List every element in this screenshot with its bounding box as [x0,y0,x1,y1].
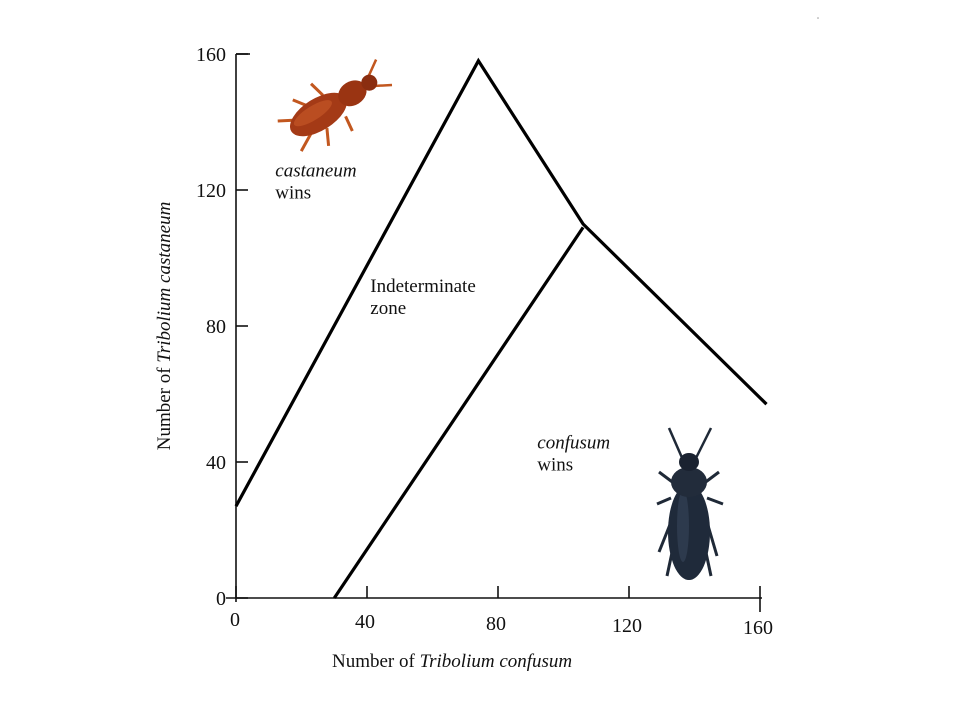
indeterminate-zone-label: Indeterminate zone [370,276,480,319]
confusum-wins-label: confusum wins [537,432,615,475]
confusum-wins-italic: confusum [537,432,610,453]
upper-boundary-line [234,57,768,507]
y-tick-label: 40 [206,452,226,474]
x-tick-label: 40 [355,611,375,633]
castaneum-wins-label: castaneum wins [275,160,361,203]
red-flour-beetle-icon [277,59,393,152]
x-tick-label: 80 [486,613,506,635]
x-ticks: 0 40 80 120 160 [230,586,773,639]
y-axis-label-italic: Tribolium castaneum [154,202,175,363]
castaneum-wins-italic: castaneum [275,160,356,181]
indeterminate-zone-line1: Indeterminate [370,276,476,297]
y-axis-label: Number of Tribolium castaneum [154,202,175,451]
confused-flour-beetle-icon [656,427,724,580]
y-axis-label-plain: Number of [154,363,175,451]
indeterminate-zone-line2: zone [370,298,406,319]
y-tick-label: 160 [196,44,226,66]
corner-dot [817,17,819,19]
x-axis-label-italic: Tribolium confusum [420,651,573,672]
castaneum-wins-plain: wins [275,182,311,203]
x-axis-label-plain: Number of [332,651,420,672]
x-axis-label: Number of Tribolium confusum [332,651,572,672]
confusum-wins-plain: wins [537,454,573,475]
x-tick-label: 120 [612,615,642,637]
y-tick-label: 80 [206,316,226,338]
x-tick-label: 160 [743,617,773,639]
y-tick-label: 0 [216,588,226,610]
y-ticks: 0 40 80 120 160 [196,44,248,610]
x-tick-label: 0 [230,609,240,631]
zone-boundaries [234,57,768,599]
y-tick-label: 120 [196,180,226,202]
lower-boundary-line [332,226,585,599]
